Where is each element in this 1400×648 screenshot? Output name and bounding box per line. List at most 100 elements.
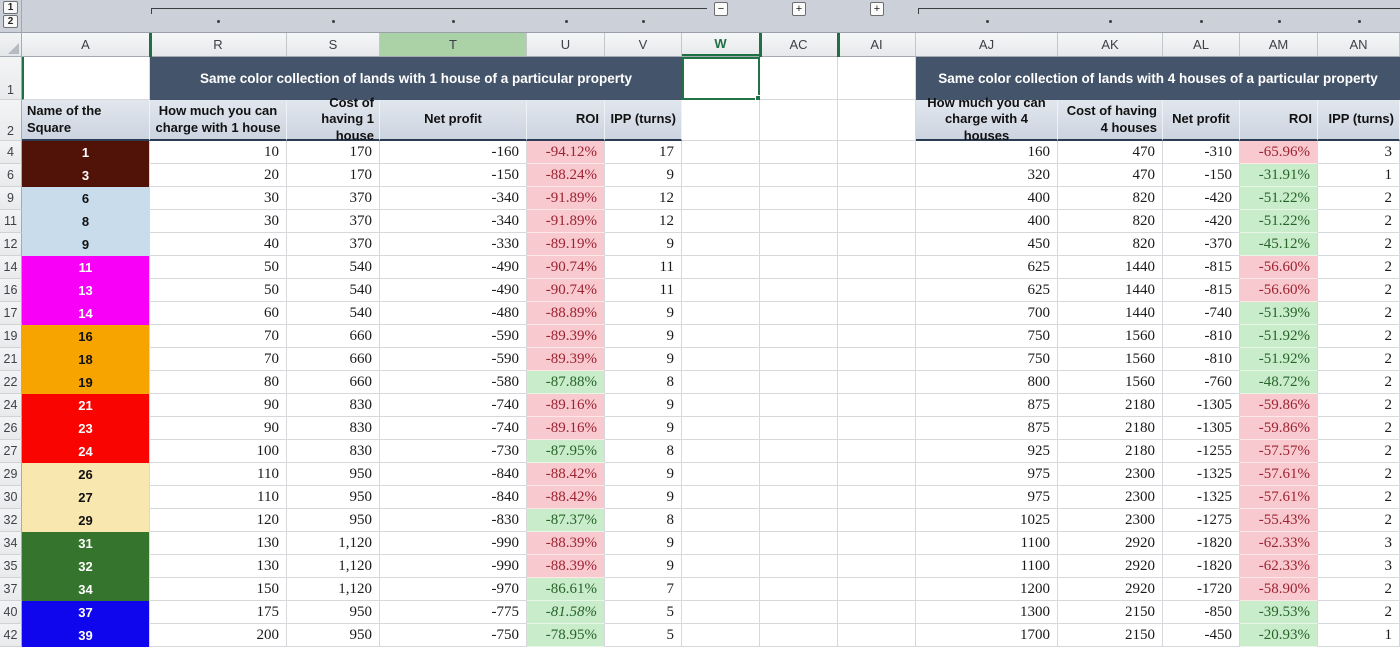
roi-1-house-cell[interactable]: -91.89% bbox=[527, 187, 605, 210]
cell-w[interactable] bbox=[682, 601, 760, 624]
cost-4-houses-cell[interactable]: 470 bbox=[1058, 164, 1163, 187]
net-profit-1-house-cell[interactable]: -750 bbox=[380, 624, 527, 647]
roi-4-houses-cell[interactable]: -58.90% bbox=[1240, 578, 1318, 601]
square-name-cell[interactable]: 21 bbox=[22, 394, 150, 417]
cell-ac[interactable] bbox=[760, 532, 838, 555]
cost-4-houses-cell[interactable]: 2180 bbox=[1058, 417, 1163, 440]
ipp-4-houses-cell[interactable]: 2 bbox=[1318, 601, 1400, 624]
square-name-cell[interactable]: 16 bbox=[22, 325, 150, 348]
column-header-an[interactable]: AN bbox=[1318, 33, 1400, 56]
roi-4-houses-cell[interactable]: -57.61% bbox=[1240, 463, 1318, 486]
cost-1-house-cell[interactable]: 540 bbox=[287, 279, 380, 302]
charge-1-house-cell[interactable]: 50 bbox=[150, 279, 287, 302]
cost-1-house-cell[interactable]: 370 bbox=[287, 187, 380, 210]
cost-4-houses-cell[interactable]: 820 bbox=[1058, 187, 1163, 210]
cell-ai[interactable] bbox=[838, 601, 916, 624]
net-profit-4-houses-cell[interactable]: -1305 bbox=[1163, 417, 1240, 440]
cell-ai2[interactable] bbox=[838, 100, 916, 141]
row-header-11[interactable]: 11 bbox=[0, 210, 22, 233]
charge-1-house-cell[interactable]: 110 bbox=[150, 463, 287, 486]
cell-ac[interactable] bbox=[760, 371, 838, 394]
ipp-1-house-cell[interactable]: 8 bbox=[605, 509, 682, 532]
row-header-19[interactable]: 19 bbox=[0, 325, 22, 348]
cell-w[interactable] bbox=[682, 348, 760, 371]
cell-ai[interactable] bbox=[838, 417, 916, 440]
net-profit-4-houses-cell[interactable]: -1255 bbox=[1163, 440, 1240, 463]
expand-group-button-2[interactable]: + bbox=[870, 2, 884, 16]
cell-w[interactable] bbox=[682, 210, 760, 233]
cost-4-houses-cell[interactable]: 470 bbox=[1058, 141, 1163, 164]
square-name-cell[interactable]: 31 bbox=[22, 532, 150, 555]
roi-1-house-cell[interactable]: -88.39% bbox=[527, 532, 605, 555]
cell-ac[interactable] bbox=[760, 578, 838, 601]
net-profit-1-house-cell[interactable]: -830 bbox=[380, 509, 527, 532]
roi-4-houses-cell[interactable]: -56.60% bbox=[1240, 279, 1318, 302]
row-header-12[interactable]: 12 bbox=[0, 233, 22, 256]
ipp-1-house-cell[interactable]: 12 bbox=[605, 187, 682, 210]
charge-4-houses-cell[interactable]: 625 bbox=[916, 279, 1058, 302]
roi-4-houses-cell[interactable]: -45.12% bbox=[1240, 233, 1318, 256]
cost-1-house-cell[interactable]: 950 bbox=[287, 624, 380, 647]
roi-1-house-cell[interactable]: -88.39% bbox=[527, 555, 605, 578]
column-header-s[interactable]: S bbox=[287, 33, 380, 56]
cell-ai[interactable] bbox=[838, 394, 916, 417]
cell-w[interactable] bbox=[682, 302, 760, 325]
row-header-14[interactable]: 14 bbox=[0, 256, 22, 279]
roi-4-houses-cell[interactable]: -57.61% bbox=[1240, 486, 1318, 509]
roi-1-house-cell[interactable]: -87.88% bbox=[527, 371, 605, 394]
row-header-26[interactable]: 26 bbox=[0, 417, 22, 440]
charge-1-house-cell[interactable]: 40 bbox=[150, 233, 287, 256]
row-header-29[interactable]: 29 bbox=[0, 463, 22, 486]
roi-4-houses-cell[interactable]: -51.39% bbox=[1240, 302, 1318, 325]
net-profit-4-houses-cell[interactable]: -150 bbox=[1163, 164, 1240, 187]
ipp-4-houses-cell[interactable]: 2 bbox=[1318, 394, 1400, 417]
cell-w[interactable] bbox=[682, 141, 760, 164]
ipp-4-houses-cell[interactable]: 2 bbox=[1318, 210, 1400, 233]
table-1-column-header[interactable]: How much you can charge with 1 house bbox=[150, 100, 287, 141]
row-header-22[interactable]: 22 bbox=[0, 371, 22, 394]
net-profit-1-house-cell[interactable]: -330 bbox=[380, 233, 527, 256]
row-header-21[interactable]: 21 bbox=[0, 348, 22, 371]
cell-ac[interactable] bbox=[760, 624, 838, 647]
cost-1-house-cell[interactable]: 950 bbox=[287, 463, 380, 486]
net-profit-4-houses-cell[interactable]: -1720 bbox=[1163, 578, 1240, 601]
select-all-corner[interactable] bbox=[0, 33, 22, 56]
column-header-am[interactable]: AM bbox=[1240, 33, 1318, 56]
square-name-cell[interactable]: 6 bbox=[22, 187, 150, 210]
charge-1-house-cell[interactable]: 130 bbox=[150, 532, 287, 555]
roi-1-house-cell[interactable]: -88.24% bbox=[527, 164, 605, 187]
cell-ac[interactable] bbox=[760, 555, 838, 578]
ipp-1-house-cell[interactable]: 9 bbox=[605, 233, 682, 256]
cell-w[interactable] bbox=[682, 624, 760, 647]
cell-w[interactable] bbox=[682, 256, 760, 279]
cell-ai1[interactable] bbox=[838, 57, 916, 100]
charge-4-houses-cell[interactable]: 320 bbox=[916, 164, 1058, 187]
charge-4-houses-cell[interactable]: 1100 bbox=[916, 555, 1058, 578]
active-cell-w1[interactable] bbox=[682, 57, 761, 101]
charge-1-house-cell[interactable]: 50 bbox=[150, 256, 287, 279]
cost-1-house-cell[interactable]: 540 bbox=[287, 302, 380, 325]
cost-1-house-cell[interactable]: 1,120 bbox=[287, 532, 380, 555]
square-name-cell[interactable]: 37 bbox=[22, 601, 150, 624]
cost-4-houses-cell[interactable]: 820 bbox=[1058, 233, 1163, 256]
table-2-column-header[interactable]: ROI bbox=[1240, 100, 1318, 141]
charge-1-house-cell[interactable]: 30 bbox=[150, 210, 287, 233]
cell-w[interactable] bbox=[682, 486, 760, 509]
charge-1-house-cell[interactable]: 100 bbox=[150, 440, 287, 463]
ipp-1-house-cell[interactable]: 9 bbox=[605, 348, 682, 371]
row-header-30[interactable]: 30 bbox=[0, 486, 22, 509]
cost-1-house-cell[interactable]: 660 bbox=[287, 371, 380, 394]
roi-1-house-cell[interactable]: -89.39% bbox=[527, 325, 605, 348]
row-header-32[interactable]: 32 bbox=[0, 509, 22, 532]
ipp-4-houses-cell[interactable]: 2 bbox=[1318, 463, 1400, 486]
roi-4-houses-cell[interactable]: -65.96% bbox=[1240, 141, 1318, 164]
ipp-1-house-cell[interactable]: 12 bbox=[605, 210, 682, 233]
net-profit-1-house-cell[interactable]: -150 bbox=[380, 164, 527, 187]
cell-ai[interactable] bbox=[838, 164, 916, 187]
ipp-4-houses-cell[interactable]: 2 bbox=[1318, 302, 1400, 325]
row-header-37[interactable]: 37 bbox=[0, 578, 22, 601]
square-name-cell[interactable]: 24 bbox=[22, 440, 150, 463]
cell-ac[interactable] bbox=[760, 348, 838, 371]
square-name-cell[interactable]: 8 bbox=[22, 210, 150, 233]
table-2-column-header[interactable]: How much you can charge with 4 houses bbox=[916, 95, 1058, 143]
